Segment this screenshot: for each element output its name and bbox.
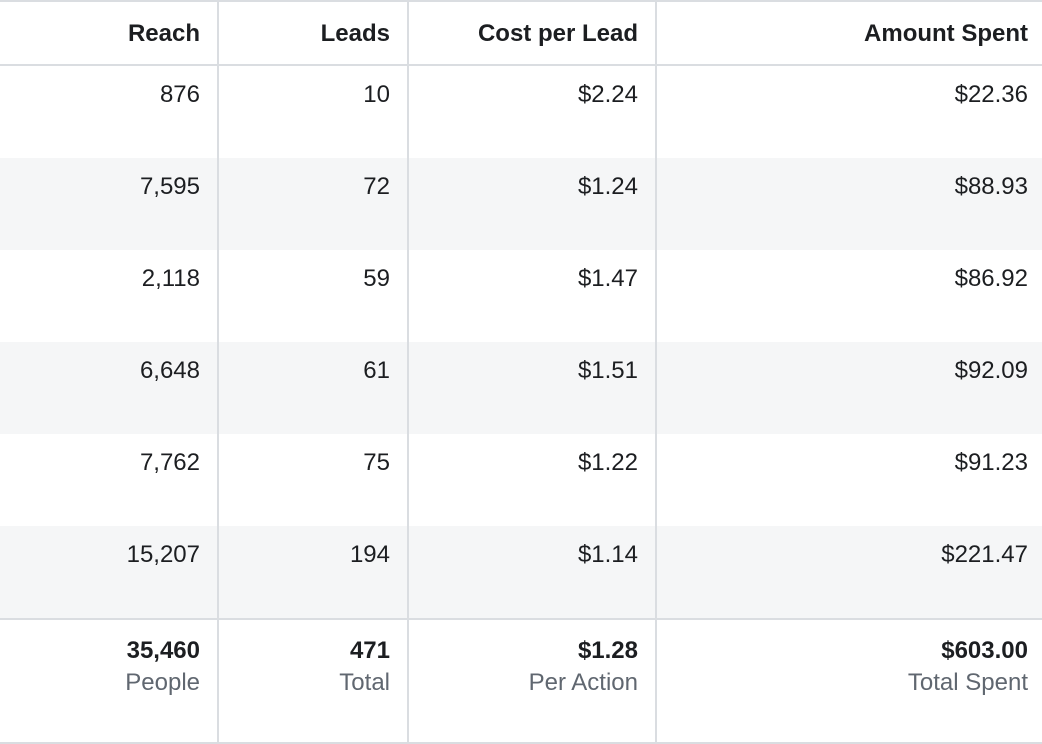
table-header-row: Reach Leads Cost per Lead Amount Spent [0,0,1042,66]
amount-spent-cell: $92.09 [954,357,1028,384]
reach-total-cell: 35,460 People [0,620,219,742]
leads-cell: 72 [219,158,409,250]
cost-per-lead-cell: $1.47 [409,250,657,342]
amount-spent-cell: $91.23 [954,449,1028,476]
column-header-amount-spent[interactable]: Amount Spent [864,20,1028,47]
cost-per-lead-cell: $1.22 [409,434,657,526]
table-row[interactable]: 2,118 59 $1.47 $86.92 [0,250,1042,342]
table-row[interactable]: 15,207 194 $1.14 $221.47 [0,526,1042,618]
cost-per-lead-total-cell: $1.28 Per Action [409,620,657,742]
amount-spent-cell: $86.92 [954,265,1028,292]
table-row[interactable]: 7,595 72 $1.24 $88.93 [0,158,1042,250]
table-totals-row: 35,460 People 471 Total $1.28 Per Action… [0,618,1042,744]
reach-total-value: 35,460 [126,637,200,664]
cost-per-lead-total-value: $1.28 [577,637,638,664]
cost-per-lead-cell: $1.14 [409,526,657,618]
reach-total-caption: People [125,669,200,696]
amount-spent-cell: $221.47 [941,541,1028,568]
column-header-leads[interactable]: Leads [219,2,409,64]
table-row[interactable]: 6,648 61 $1.51 $92.09 [0,342,1042,434]
reach-cell: 7,595 [0,158,219,250]
table-row[interactable]: 7,762 75 $1.22 $91.23 [0,434,1042,526]
reach-cell: 876 [0,66,219,158]
column-header-reach[interactable]: Reach [0,2,219,64]
amount-spent-cell: $88.93 [954,173,1028,200]
reach-cell: 6,648 [0,342,219,434]
leads-total-caption: Total [339,669,390,696]
cost-per-lead-cell: $1.51 [409,342,657,434]
cost-per-lead-cell: $1.24 [409,158,657,250]
leads-cell: 75 [219,434,409,526]
leads-cell: 10 [219,66,409,158]
cost-per-lead-total-caption: Per Action [528,669,638,696]
leads-cell: 194 [219,526,409,618]
reach-cell: 15,207 [0,526,219,618]
leads-cell: 61 [219,342,409,434]
table-row[interactable]: 876 10 $2.24 $22.36 [0,66,1042,158]
leads-cell: 59 [219,250,409,342]
leads-total-value: 471 [349,637,390,664]
reach-cell: 2,118 [0,250,219,342]
amount-spent-total-value: $603.00 [941,637,1028,664]
amount-spent-cell: $22.36 [954,81,1028,108]
leads-total-cell: 471 Total [219,620,409,742]
column-header-cost-per-lead[interactable]: Cost per Lead [409,2,657,64]
amount-spent-total-caption: Total Spent [907,669,1028,696]
reach-cell: 7,762 [0,434,219,526]
cost-per-lead-cell: $2.24 [409,66,657,158]
amount-spent-total-cell: $603.00 Total Spent [657,620,1042,742]
